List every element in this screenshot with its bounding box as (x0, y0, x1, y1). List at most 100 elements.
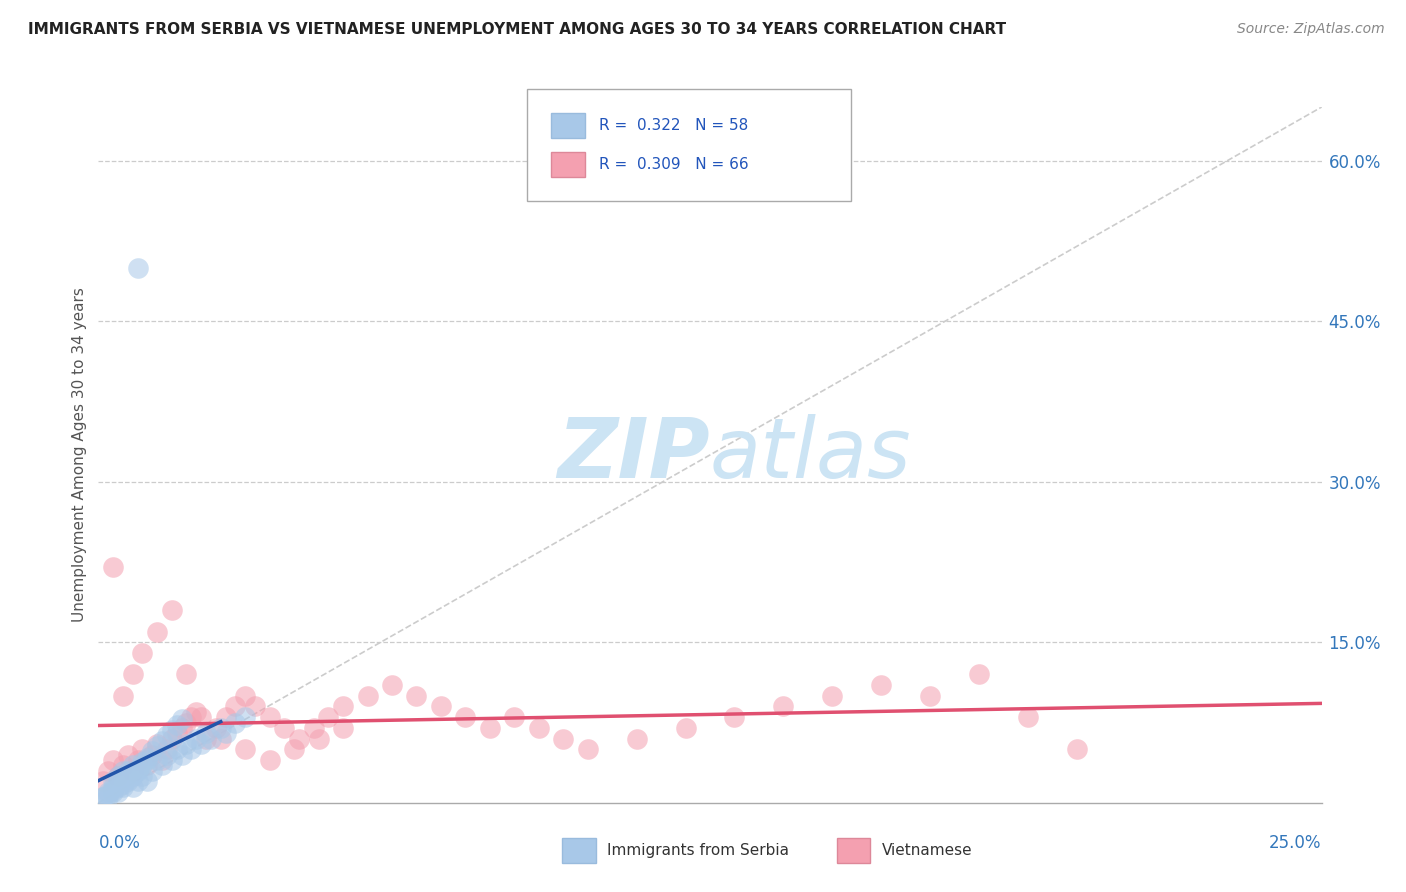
Point (111, 776, 134, 790)
Point (91, 790, 114, 805)
Point (131, 742, 153, 756)
Y-axis label: Unemployment Among Ages 30 to 34 years: Unemployment Among Ages 30 to 34 years (72, 287, 87, 623)
Text: Vietnamese: Vietnamese (882, 844, 972, 858)
Text: ZIP: ZIP (557, 415, 710, 495)
Point (107, 769, 129, 783)
Point (146, 753, 169, 767)
Point (150, 758, 173, 772)
Point (156, 728, 179, 742)
Text: Source: ZipAtlas.com: Source: ZipAtlas.com (1237, 22, 1385, 37)
Point (117, 774, 139, 789)
Point (121, 765, 143, 780)
Point (121, 764, 143, 778)
Point (626, 731, 648, 746)
Point (273, 721, 295, 735)
Point (381, 678, 404, 692)
Point (288, 731, 311, 746)
Point (127, 764, 149, 778)
Point (527, 721, 550, 735)
Point (150, 733, 173, 747)
Point (332, 699, 354, 714)
Point (190, 710, 212, 724)
Point (967, 667, 990, 681)
Point (127, 774, 149, 789)
Point (111, 758, 134, 772)
Point (156, 747, 179, 762)
Point (127, 753, 149, 767)
Text: Immigrants from Serbia: Immigrants from Serbia (607, 844, 789, 858)
Text: 0.0%: 0.0% (98, 834, 141, 852)
Point (920, 689, 942, 703)
Point (176, 667, 198, 681)
Point (97, 764, 120, 778)
Point (107, 774, 129, 789)
Point (101, 783, 124, 797)
Point (121, 758, 143, 772)
Point (186, 731, 208, 746)
Point (131, 646, 153, 660)
Point (136, 751, 159, 765)
Point (195, 726, 218, 740)
Point (283, 742, 305, 756)
Point (101, 785, 124, 799)
Point (224, 699, 246, 714)
Point (200, 731, 222, 746)
Point (1017, 710, 1039, 724)
Point (318, 710, 340, 724)
Point (111, 780, 134, 794)
Point (97, 790, 120, 805)
Point (97, 787, 120, 801)
Point (117, 772, 139, 787)
Point (136, 758, 159, 772)
Point (107, 785, 129, 799)
Point (170, 721, 193, 735)
Point (405, 689, 427, 703)
Point (146, 624, 169, 639)
Point (675, 721, 697, 735)
Text: IMMIGRANTS FROM SERBIA VS VIETNAMESE UNEMPLOYMENT AMONG AGES 30 TO 34 YEARS CORR: IMMIGRANTS FROM SERBIA VS VIETNAMESE UNE… (28, 22, 1007, 37)
Point (101, 560, 124, 574)
Point (209, 721, 232, 735)
Point (107, 769, 129, 783)
Point (170, 712, 193, 726)
Point (121, 667, 143, 681)
Point (131, 758, 153, 772)
Point (170, 747, 193, 762)
Point (308, 731, 330, 746)
Text: R =  0.322   N = 58: R = 0.322 N = 58 (599, 119, 748, 133)
Point (180, 742, 202, 756)
Point (146, 739, 169, 753)
Point (233, 742, 256, 756)
Point (146, 737, 169, 751)
Point (205, 721, 228, 735)
Point (111, 689, 134, 703)
Point (131, 755, 153, 769)
Point (180, 710, 202, 724)
Point (214, 710, 236, 724)
Point (131, 769, 153, 783)
Point (141, 744, 163, 758)
Point (332, 721, 354, 735)
Point (117, 764, 139, 778)
Point (101, 774, 124, 789)
Text: atlas: atlas (710, 415, 911, 495)
Point (166, 742, 188, 756)
Point (454, 710, 477, 724)
Point (576, 742, 599, 756)
Point (91, 774, 114, 789)
Point (503, 710, 526, 724)
Point (141, 764, 163, 778)
Point (478, 721, 501, 735)
Point (101, 780, 124, 794)
Point (160, 603, 183, 617)
Point (136, 774, 159, 789)
Point (176, 715, 198, 730)
Point (195, 731, 218, 746)
Point (233, 689, 256, 703)
Point (160, 731, 183, 746)
Point (1066, 742, 1088, 756)
Point (121, 769, 143, 783)
Point (117, 747, 139, 762)
Point (111, 764, 134, 778)
Point (772, 699, 794, 714)
